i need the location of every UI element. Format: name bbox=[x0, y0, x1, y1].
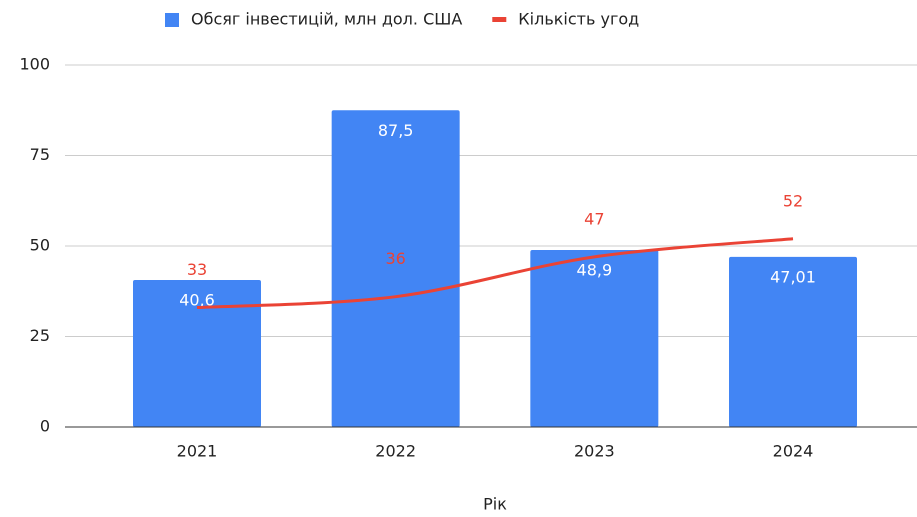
bar bbox=[331, 110, 460, 427]
y-tick-label: 100 bbox=[19, 55, 50, 74]
x-tick-label: 2021 bbox=[177, 442, 218, 461]
bar-value-label: 40,6 bbox=[179, 291, 215, 310]
x-tick-label: 2024 bbox=[773, 442, 814, 461]
line bbox=[196, 237, 794, 310]
legend-swatch bbox=[492, 17, 507, 22]
line-value-label: 52 bbox=[783, 191, 803, 210]
line-value-label: 47 bbox=[584, 209, 604, 228]
bar-value-label: 47,01 bbox=[770, 267, 816, 286]
y-tick-label: 75 bbox=[30, 145, 50, 164]
bar bbox=[729, 256, 857, 427]
legend-swatch bbox=[165, 13, 179, 27]
bar bbox=[133, 280, 261, 427]
legend-label: Кількість угод bbox=[518, 10, 639, 29]
x-axis-title: Рік bbox=[483, 495, 507, 514]
x-tick-label: 2022 bbox=[375, 442, 416, 461]
y-tick-label: 0 bbox=[40, 417, 50, 436]
bar-value-label: 87,5 bbox=[378, 121, 414, 140]
bar bbox=[530, 249, 659, 427]
line-value-label: 33 bbox=[187, 260, 207, 279]
x-tick-label: 2023 bbox=[574, 442, 615, 461]
bar-value-label: 48,9 bbox=[577, 260, 613, 279]
y-tick-label: 25 bbox=[30, 326, 50, 345]
y-tick-label: 50 bbox=[30, 236, 50, 255]
legend-label: Обсяг інвестицій, млн дол. США bbox=[191, 10, 462, 29]
line-value-label: 36 bbox=[385, 249, 405, 268]
